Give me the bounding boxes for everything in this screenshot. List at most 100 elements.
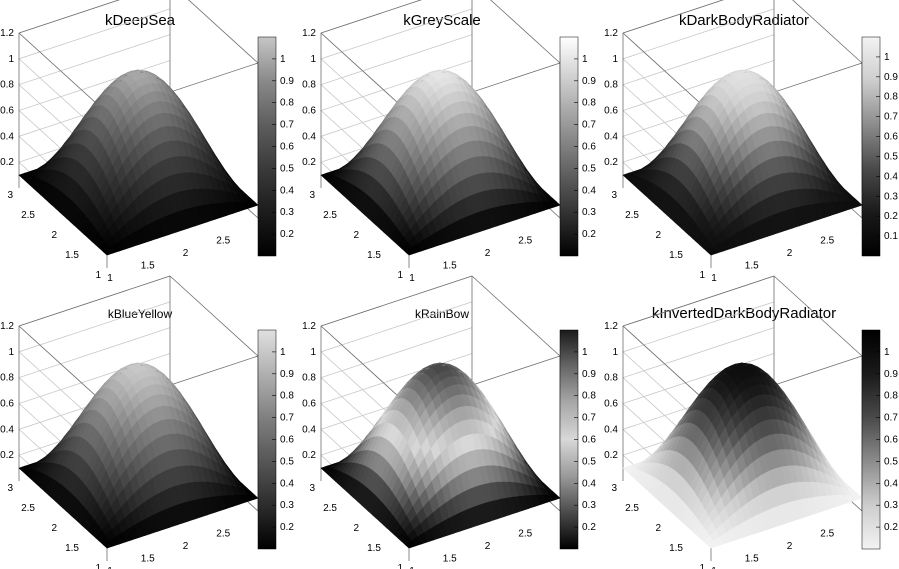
z-tick-label: 0.4 [0,424,14,435]
colorbar-tick-label: 0.6 [280,435,294,446]
z-tick-label: 0.4 [0,131,14,142]
colorbar-tick-label: 0.9 [280,369,294,380]
frame-edge [18,32,108,114]
colorbar-tick-label: 0.8 [884,92,898,103]
colorbar-tick-label: 0.7 [280,120,294,131]
colorbar-tick-label: 0.6 [582,142,596,153]
colorbar-tick-label: 0.7 [884,112,898,123]
z-tick-label: 1.2 [302,321,316,332]
colorbar-tick-label: 0.6 [280,142,294,153]
x-tick-label: 2 [485,248,491,259]
z-tick-label: 1.2 [0,321,14,332]
colorbar-tick-label: 0.8 [280,391,294,402]
y-tick-label: 2.5 [21,210,35,221]
colorbar-tick-label: 0.9 [280,76,294,87]
x-tick-label: 1.5 [141,554,155,565]
x-tick-label: 1.5 [141,261,155,272]
colorbar-tick-label: 0.6 [884,132,898,143]
colorbar [861,36,881,257]
colorbar-tick-label: 0.3 [280,207,294,218]
z-tick-label: 0.2 [604,450,618,461]
chart-title: kGreyScale [403,12,481,29]
z-tick-label: 1 [310,54,316,65]
colorbar-tick-label: 0.7 [582,413,596,424]
x-tick-label: 2 [787,248,793,259]
colorbar-tick-label: 0.7 [884,413,898,424]
colorbar-tick-label: 0.5 [280,456,294,467]
x-tick-label: 1 [711,273,717,284]
y-tick-label: 1 [397,563,403,569]
frame-edge [622,32,712,114]
x-tick-label: 1.5 [443,554,457,565]
z-tick-label: 0.4 [302,424,316,435]
x-tick-label: 2 [183,541,189,552]
colorbar-tick-label: 0.2 [280,229,294,240]
y-tick-label: 2.5 [323,503,337,514]
colorbar-tick-label: 0.4 [280,185,294,196]
x-tick-label: 2 [485,541,491,552]
y-tick-label: 3 [7,483,13,494]
colorbar-tick-label: 0.4 [280,478,294,489]
colorbar-tick-label: 0.9 [884,72,898,83]
y-tick-label: 2 [51,230,57,241]
z-tick-label: 0.6 [302,106,316,117]
z-tick-label: 1 [310,347,316,358]
frame-edge [622,0,724,34]
x-tick-label: 1.5 [443,261,457,272]
colorbar-tick-label: 0.7 [582,120,596,131]
colorbar-tick-label: 1 [884,347,890,358]
colorbar-tick-label: 0.4 [582,478,596,489]
colorbar-tick-label: 0.5 [582,163,596,174]
y-tick-label: 2.5 [625,210,639,221]
frame-edge [18,0,120,34]
z-tick-label: 0.2 [0,157,14,168]
z-tick-label: 0.8 [604,373,618,384]
colorbar-tick-label: 0.8 [582,391,596,402]
x-tick-label: 1.5 [745,554,759,565]
colorbar-tick-label: 0.3 [582,207,596,218]
frame-edge [792,0,863,64]
y-tick-label: 1.5 [367,543,381,554]
x-tick-label: 2.5 [216,529,230,540]
colorbar-tick-label: 0.9 [884,369,898,380]
z-tick-label: 0.6 [0,399,14,410]
x-tick-label: 2.5 [518,236,532,247]
z-tick-label: 0.6 [0,106,14,117]
colorbar-tick-label: 0.8 [280,98,294,109]
z-tick-label: 0.8 [0,373,14,384]
surface-cell [549,201,561,208]
y-tick-label: 2.5 [323,210,337,221]
y-tick-label: 3 [309,190,315,201]
chart-panel: kRainBow 0.2 0.4 0.6 0.8 1 1.2 1 1.5 2 2.5 3 1 1.5 2 2.… [302,275,596,569]
colorbar-tick-label: 0.9 [582,369,596,380]
z-tick-label: 0.6 [604,106,618,117]
frame-edge [320,0,422,34]
colorbar-tick-label: 0.4 [582,185,596,196]
frame-edge [622,325,712,407]
colorbar-tick-label: 0.5 [884,456,898,467]
colorbar-tick-label: 0.2 [884,211,898,222]
y-tick-label: 2 [655,230,661,241]
x-tick-label: 2 [183,248,189,259]
frame-edge [320,325,410,407]
y-tick-label: 1 [397,270,403,281]
colorbar-tick-label: 0.5 [582,456,596,467]
colorbar-tick-label: 0.1 [884,231,898,242]
colorbar-tick-label: 0.2 [280,522,294,533]
surface [320,362,561,549]
y-tick-label: 3 [611,190,617,201]
y-tick-label: 2 [353,230,359,241]
y-tick-label: 1.5 [669,543,683,554]
y-tick-label: 1.5 [65,543,79,554]
colorbar-tick-label: 0.8 [582,98,596,109]
x-tick-label: 2.5 [216,236,230,247]
y-tick-label: 3 [7,190,13,201]
x-tick-label: 2.5 [518,529,532,540]
z-tick-label: 0.8 [302,80,316,91]
colorbar-tick-label: 0.5 [280,163,294,174]
chart-title: kRainBow [415,307,469,321]
z-tick-label: 0.8 [302,373,316,384]
surface [18,69,259,256]
surface-cell [247,201,259,208]
colorbar-tick-label: 0.3 [884,191,898,202]
